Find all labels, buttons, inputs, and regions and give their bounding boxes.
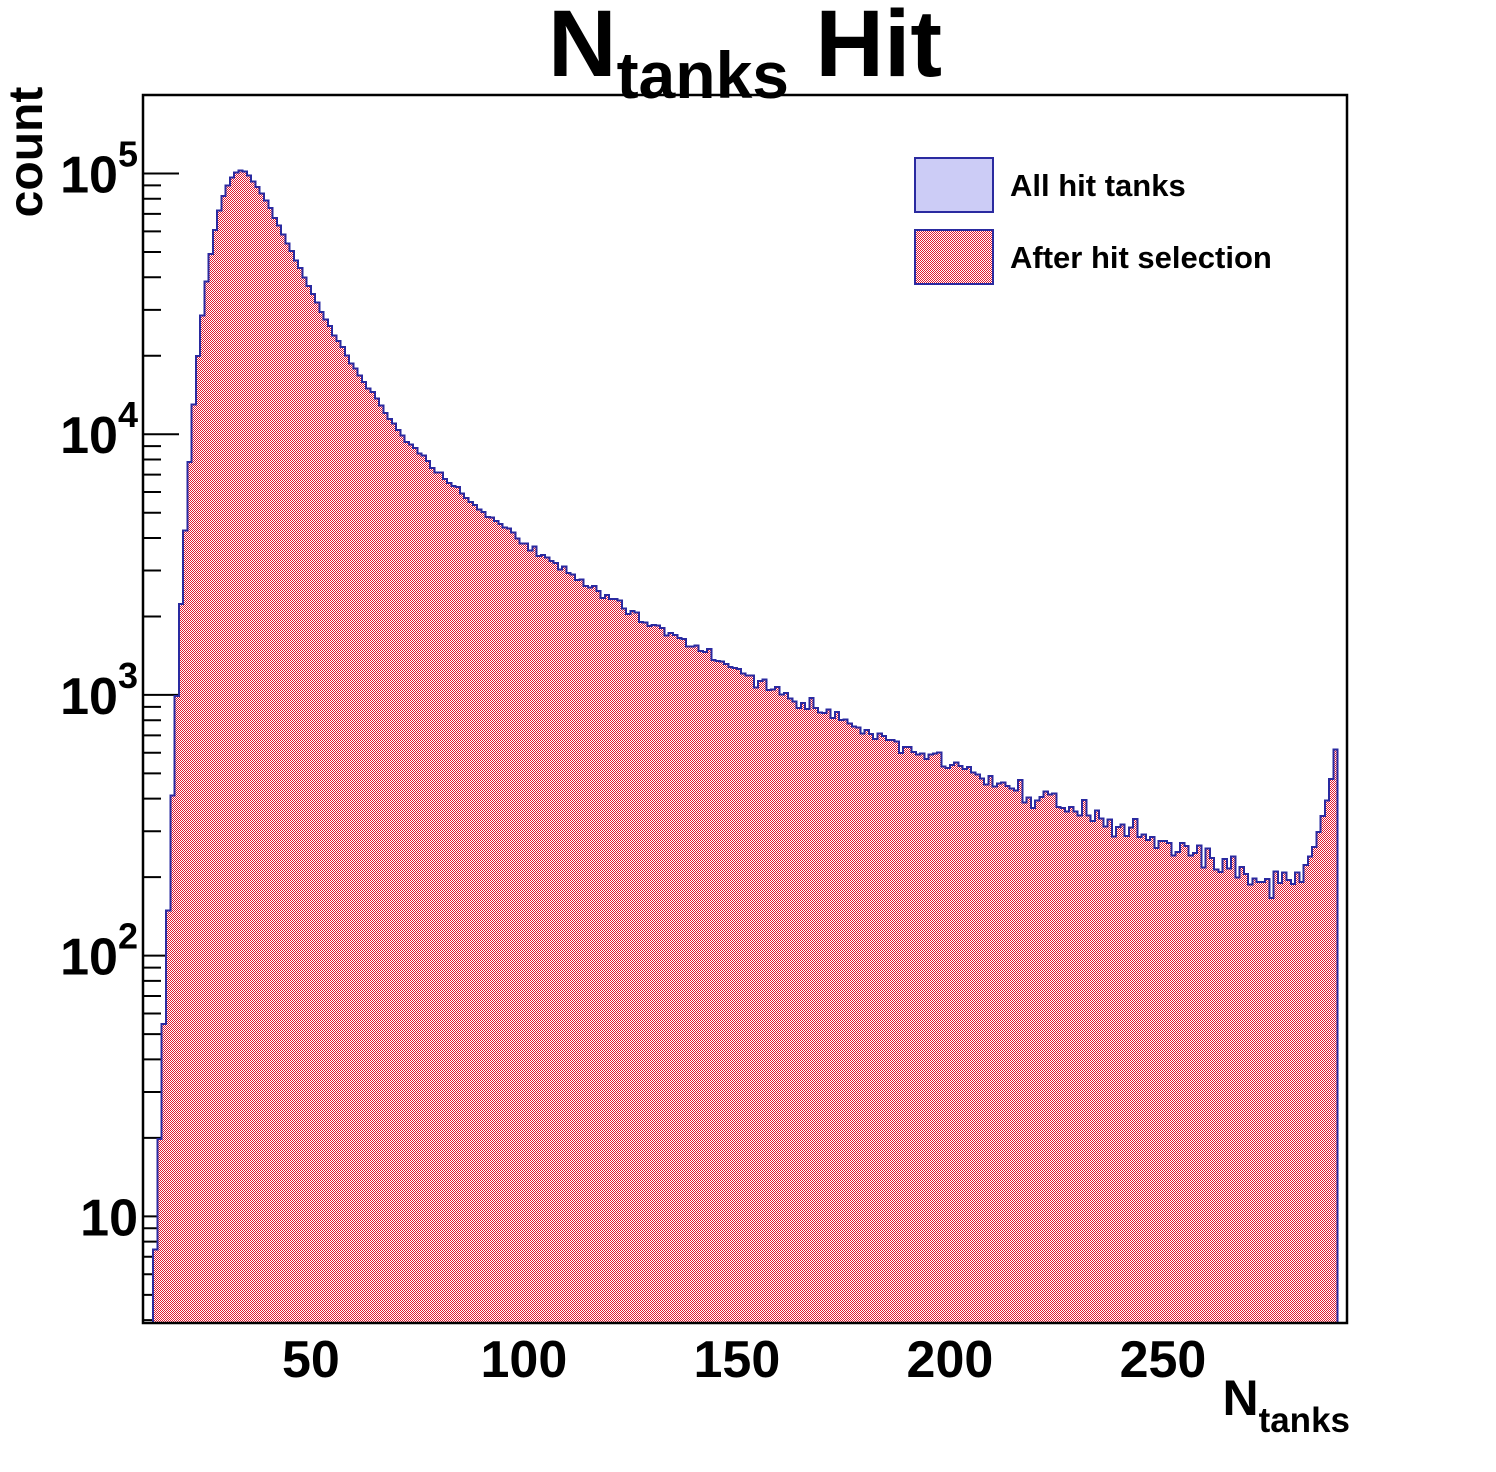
x-tick-label: 200 bbox=[907, 1331, 994, 1389]
legend: All hit tanks After hit selection bbox=[914, 157, 1272, 285]
x-tick-label: 100 bbox=[481, 1331, 568, 1389]
axis-tick-labels: 50 100 150 200 250 10 102 103 104 105 bbox=[60, 133, 1206, 1389]
y-axis-title: count bbox=[0, 87, 53, 218]
histogram-outline bbox=[152, 169, 1339, 1323]
legend-swatch-all-hit-tanks bbox=[914, 157, 994, 213]
plot-frame bbox=[141, 93, 1349, 1325]
legend-label-all-hit-tanks: All hit tanks bbox=[1010, 168, 1186, 203]
histogram-series bbox=[152, 169, 1339, 1323]
x-tick-label: 250 bbox=[1120, 1331, 1207, 1389]
legend-swatch-after-hit-selection bbox=[914, 229, 994, 285]
x-axis-title: Ntanks bbox=[1222, 1370, 1350, 1440]
x-tick-label: 150 bbox=[694, 1331, 781, 1389]
chart-title: Ntanks Hit bbox=[548, 0, 942, 112]
y-tick-label: 10 bbox=[80, 1189, 138, 1247]
x-tick-label: 50 bbox=[282, 1331, 340, 1389]
y-tick-label: 104 bbox=[60, 394, 138, 465]
y-tick-label: 103 bbox=[60, 655, 138, 726]
series-after-hit-selection bbox=[153, 170, 1338, 1323]
y-tick-label: 105 bbox=[60, 133, 138, 204]
chart-title-text: Ntanks Hit bbox=[548, 0, 942, 112]
y-tick-label: 102 bbox=[60, 916, 138, 987]
x-axis-title-text: Ntanks bbox=[1222, 1370, 1350, 1440]
legend-label-after-hit-selection: After hit selection bbox=[1010, 240, 1272, 275]
